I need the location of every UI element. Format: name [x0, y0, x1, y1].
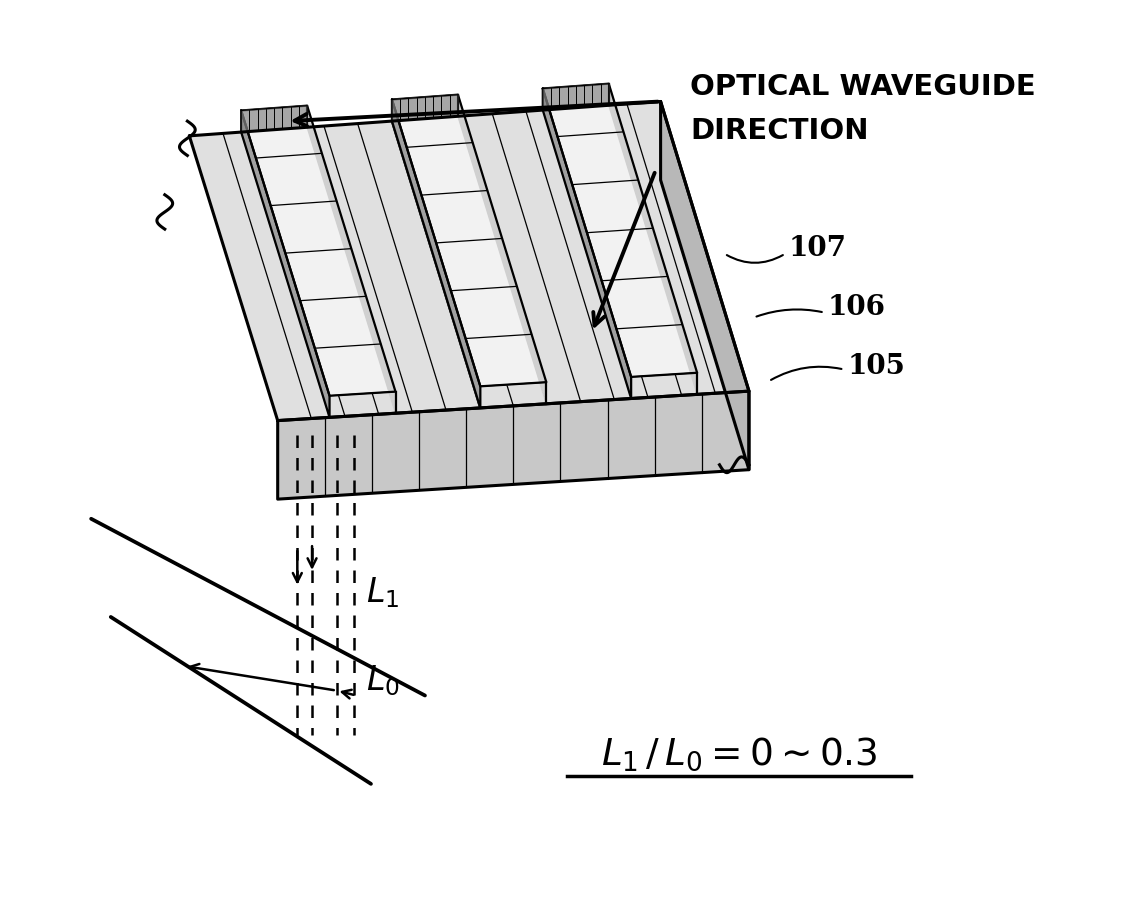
Polygon shape — [241, 110, 330, 417]
Polygon shape — [392, 95, 546, 386]
Text: $L_1\,/\,L_0 = 0\sim 0.3$: $L_1\,/\,L_0 = 0\sim 0.3$ — [601, 736, 877, 773]
Polygon shape — [392, 95, 458, 121]
Polygon shape — [307, 106, 395, 414]
Text: DIRECTION: DIRECTION — [690, 117, 868, 145]
Polygon shape — [543, 83, 609, 110]
Text: $L_1$: $L_1$ — [366, 575, 400, 610]
Polygon shape — [543, 83, 697, 376]
Polygon shape — [458, 95, 546, 404]
Text: 106: 106 — [828, 294, 885, 321]
Text: OPTICAL WAVEGUIDE: OPTICAL WAVEGUIDE — [690, 72, 1036, 100]
Text: 105: 105 — [847, 353, 905, 380]
Polygon shape — [241, 106, 395, 395]
Polygon shape — [241, 106, 307, 132]
Polygon shape — [392, 100, 481, 408]
Polygon shape — [609, 83, 697, 395]
Text: 107: 107 — [788, 235, 847, 262]
Polygon shape — [189, 101, 749, 421]
Polygon shape — [278, 391, 749, 500]
Text: $L_0$: $L_0$ — [366, 663, 400, 698]
Polygon shape — [661, 101, 749, 470]
Polygon shape — [543, 89, 632, 398]
